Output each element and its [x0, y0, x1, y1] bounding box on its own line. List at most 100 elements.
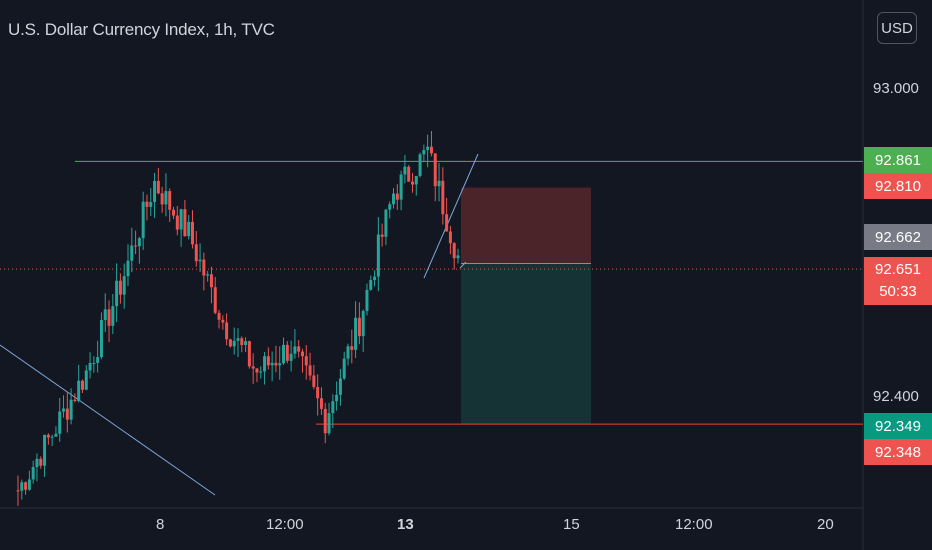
down-candle — [65, 408, 69, 420]
down-candle — [217, 312, 221, 320]
down-candle — [441, 180, 445, 215]
down-candle — [46, 434, 50, 438]
down-candle — [24, 482, 28, 490]
up-candle — [384, 209, 388, 237]
down-candle — [319, 398, 323, 409]
up-candle — [244, 341, 248, 345]
down-candle — [274, 362, 278, 366]
x-tick-label: 20 — [817, 516, 834, 533]
down-candle — [145, 201, 149, 207]
down-candle — [410, 181, 414, 185]
down-candle — [156, 180, 160, 194]
up-candle — [99, 320, 103, 358]
resistance-price-tag: 92.861 — [864, 147, 932, 173]
up-candle — [130, 245, 134, 261]
down-trend-line — [0, 344, 216, 496]
currency-button[interactable]: USD — [877, 12, 917, 44]
up-candle — [346, 346, 350, 359]
stop-price-label: 92.810 — [875, 177, 921, 195]
up-candle — [278, 363, 282, 366]
up-candle — [54, 433, 58, 437]
support-price-label: 92.349 — [875, 417, 921, 435]
down-candle — [350, 346, 354, 350]
up-candle — [392, 193, 396, 205]
down-candle — [221, 319, 225, 323]
down-candle — [175, 215, 179, 230]
up-candle — [149, 202, 153, 207]
up-candle — [35, 458, 39, 468]
up-candle — [263, 356, 267, 372]
x-tick-label: 15 — [563, 516, 580, 533]
down-candle — [213, 287, 217, 313]
up-candle — [418, 154, 422, 176]
down-candle — [73, 399, 77, 402]
down-candle — [304, 356, 308, 366]
wedge-trend-line — [459, 261, 467, 269]
down-candle — [395, 193, 399, 200]
support-price-tag: 92.349 — [864, 413, 932, 439]
up-candle — [426, 146, 430, 151]
down-candle — [160, 193, 164, 205]
down-candle — [80, 380, 84, 390]
up-candle — [403, 166, 407, 175]
up-candle — [58, 411, 62, 434]
up-candle — [96, 357, 100, 363]
up-candle — [338, 378, 342, 395]
down-candle — [118, 280, 122, 295]
up-candle — [43, 434, 47, 466]
up-candle — [50, 436, 54, 438]
down-candle — [255, 368, 259, 373]
x-tick-label: 13 — [397, 516, 414, 533]
down-candle — [194, 244, 198, 262]
up-candle — [126, 260, 130, 277]
up-candle — [236, 338, 240, 341]
down-candle — [297, 346, 301, 352]
x-tick-label: 8 — [156, 516, 165, 533]
down-candle — [183, 209, 187, 237]
down-candle — [202, 259, 206, 276]
low-price-tag: 92.348 — [864, 439, 932, 465]
up-candle — [111, 306, 115, 326]
down-candle — [433, 153, 437, 187]
up-candle — [456, 255, 460, 259]
down-candle — [312, 375, 316, 387]
down-candle — [316, 386, 320, 399]
down-candle — [190, 221, 194, 245]
up-candle — [88, 363, 92, 371]
up-candle — [259, 371, 263, 373]
up-candle — [77, 380, 81, 402]
up-candle — [92, 362, 96, 364]
y-tick-label: 92.400 — [873, 388, 919, 405]
down-candle — [172, 209, 176, 216]
down-candle — [134, 245, 138, 247]
up-candle — [376, 234, 380, 277]
up-candle — [354, 317, 358, 350]
up-candle — [122, 276, 126, 295]
up-candle — [293, 346, 297, 354]
down-candle — [16, 490, 20, 492]
down-candle — [407, 166, 411, 182]
up-candle — [137, 238, 141, 247]
up-candle — [361, 311, 365, 337]
up-candle — [198, 259, 202, 262]
up-candle — [437, 180, 441, 187]
x-tick-label: 12:00 — [266, 516, 304, 533]
down-candle — [445, 214, 449, 232]
up-candle — [84, 370, 88, 390]
up-candle — [342, 358, 346, 379]
up-candle — [115, 280, 119, 307]
current-price-label: 92.651 — [875, 261, 921, 278]
entry-price-label: 92.662 — [875, 228, 921, 246]
y-tick-label: 93.000 — [873, 80, 919, 97]
up-candle — [103, 309, 107, 321]
up-candle — [369, 280, 373, 290]
down-candle — [429, 146, 433, 154]
down-candle — [247, 341, 251, 367]
up-candle — [69, 399, 73, 420]
up-candle — [331, 401, 335, 414]
down-candle — [39, 458, 43, 466]
up-candle — [373, 276, 377, 281]
chart-title: U.S. Dollar Currency Index, 1h, TVC — [8, 20, 275, 39]
down-candle — [228, 339, 232, 347]
